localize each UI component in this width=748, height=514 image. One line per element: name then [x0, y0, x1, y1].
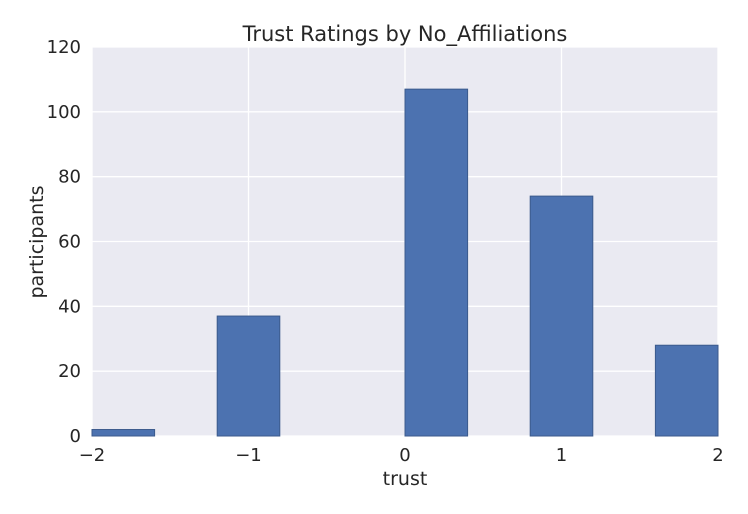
y-tick-label: 120 [47, 37, 81, 58]
y-tick-label: 20 [58, 361, 81, 382]
histogram-bar [404, 88, 469, 437]
y-tick-label: 40 [58, 296, 81, 317]
y-tick-label: 0 [70, 426, 81, 447]
x-tick-labels: −2 −1 0 1 2 [79, 445, 724, 466]
y-axis-label: participants [26, 185, 48, 298]
y-tick-labels: 0 20 40 60 80 100 120 [47, 37, 81, 447]
chart-title: Trust Ratings by No_Affiliations [242, 22, 568, 47]
bars [91, 88, 719, 437]
y-tick-label: 80 [58, 167, 81, 188]
x-tick-label: −2 [79, 445, 106, 466]
histogram-bar [529, 195, 594, 437]
x-tick-label: 2 [712, 445, 723, 466]
histogram-bar [91, 429, 156, 437]
x-tick-label: 1 [556, 445, 567, 466]
x-tick-label: 0 [399, 445, 410, 466]
y-tick-label: 60 [58, 232, 81, 253]
histogram-bar [216, 315, 281, 437]
histogram-bar [654, 344, 719, 437]
x-tick-label: −1 [235, 445, 262, 466]
y-tick-label: 100 [47, 102, 81, 123]
x-axis-label: trust [383, 468, 428, 490]
